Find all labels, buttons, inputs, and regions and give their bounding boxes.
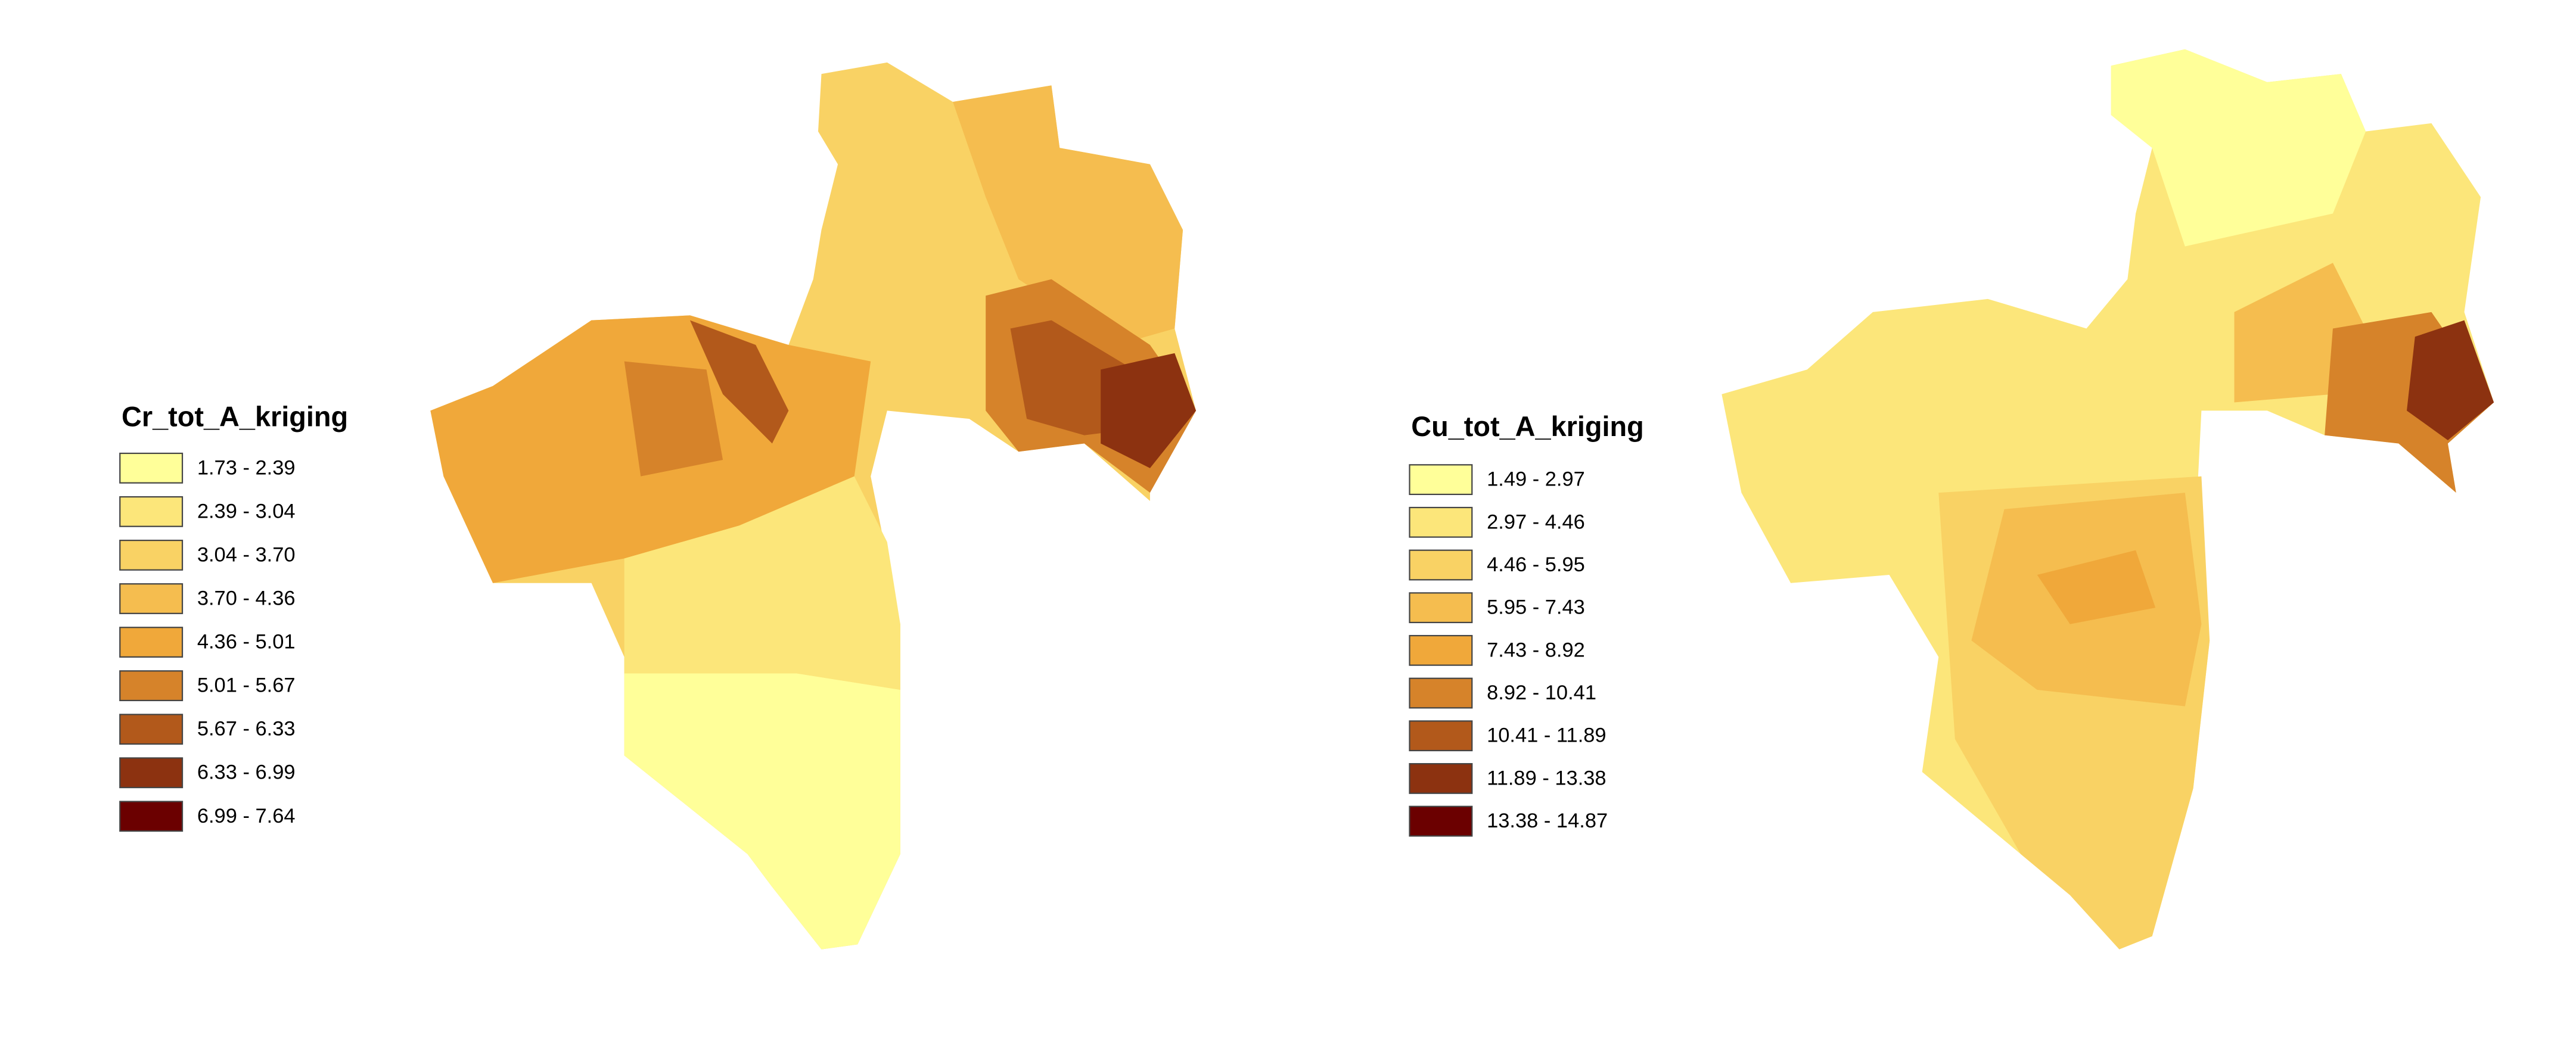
legend-label: 5.01 - 5.67 bbox=[197, 674, 296, 697]
region bbox=[2111, 49, 2366, 247]
region bbox=[2407, 320, 2494, 440]
legend-swatch bbox=[119, 801, 184, 832]
cr-map bbox=[430, 62, 1197, 950]
legend-swatch bbox=[1409, 677, 1473, 709]
legend-swatch bbox=[1409, 634, 1473, 666]
legend-label: 1.73 - 2.39 bbox=[197, 456, 296, 479]
legend-title: Cu_tot_A_kriging bbox=[1411, 411, 1644, 442]
legend-swatch bbox=[119, 496, 184, 527]
region bbox=[2037, 550, 2156, 624]
legend-label: 4.46 - 5.95 bbox=[1487, 553, 1585, 576]
legend-label: 1.49 - 2.97 bbox=[1487, 468, 1585, 491]
region bbox=[689, 320, 789, 444]
legend-swatch bbox=[1409, 464, 1473, 496]
region bbox=[624, 673, 900, 950]
legend-label: 5.67 - 6.33 bbox=[197, 718, 296, 740]
region bbox=[624, 361, 723, 477]
legend-title: Cr_tot_A_kriging bbox=[122, 401, 348, 432]
legend-swatch bbox=[119, 627, 184, 658]
legend-swatch bbox=[119, 714, 184, 745]
cu-map bbox=[1722, 49, 2494, 950]
legend-label: 11.89 - 13.38 bbox=[1487, 767, 1606, 789]
legend-swatch bbox=[1409, 762, 1473, 794]
region bbox=[1101, 353, 1197, 468]
legend-swatch bbox=[1409, 549, 1473, 581]
region bbox=[953, 85, 1183, 346]
legend-label: 2.97 - 4.46 bbox=[1487, 511, 1585, 533]
legend-swatch bbox=[119, 757, 184, 789]
legend-label: 5.95 - 7.43 bbox=[1487, 596, 1585, 619]
legend-label: 6.33 - 6.99 bbox=[197, 761, 296, 784]
legend: Cr_tot_A_kriging 1.73 - 2.39 2.39 - 3.04 3.… bbox=[119, 401, 348, 832]
legend-swatch bbox=[119, 670, 184, 702]
legend-label: 2.39 - 3.04 bbox=[197, 500, 296, 522]
legend-swatch bbox=[1409, 592, 1473, 624]
legend: Cu_tot_A_kriging 1.49 - 2.97 2.97 - 4.46 4.… bbox=[1409, 411, 1644, 837]
legend-swatch bbox=[119, 452, 184, 484]
legend-label: 3.04 - 3.70 bbox=[197, 543, 296, 566]
legend-label: 8.92 - 10.41 bbox=[1487, 681, 1596, 704]
legend-label: 6.99 - 7.64 bbox=[197, 805, 296, 827]
legend-swatch bbox=[1409, 720, 1473, 752]
legend-swatch bbox=[119, 583, 184, 614]
legend-label: 13.38 - 14.87 bbox=[1487, 810, 1608, 832]
legend-swatch bbox=[119, 540, 184, 571]
legend-label: 4.36 - 5.01 bbox=[197, 631, 296, 653]
region bbox=[624, 476, 900, 690]
legend-label: 10.41 - 11.89 bbox=[1487, 724, 1606, 747]
legend-label: 3.70 - 4.36 bbox=[197, 587, 296, 609]
legend-label: 7.43 - 8.92 bbox=[1487, 639, 1585, 661]
legend-swatch bbox=[1409, 506, 1473, 538]
legend-swatch bbox=[1409, 805, 1473, 837]
